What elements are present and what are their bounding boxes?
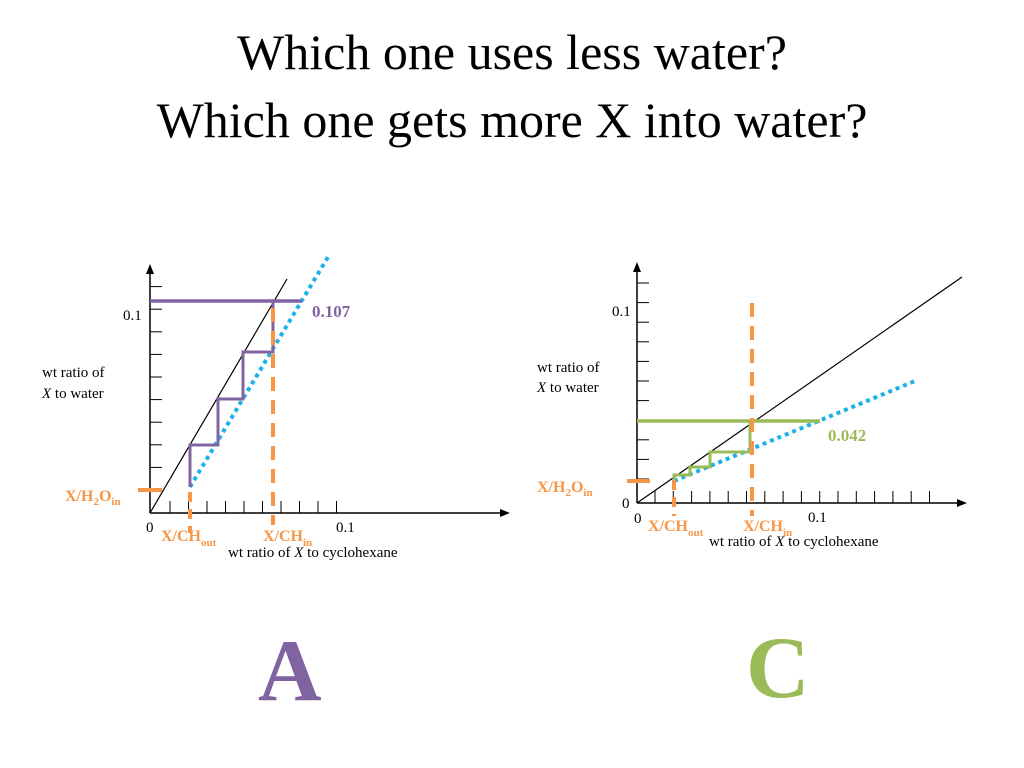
panel-c-y-tick-label: 0.1 [612,304,631,320]
panel-a-letter: A [258,623,322,720]
panel-a: 0.1 wt ratio of X to water 0 0.1 wt rati… [41,255,510,561]
panel-a-x-axis-arrow [500,509,510,517]
panel-c-y-axis-label-line2: X to water [536,380,599,396]
panel-c-h2o-in-label: X/H2Oin [537,479,593,499]
panel-a-y-axis-label-line2: X to water [41,386,104,402]
panel-c-x-origin-label: 0 [634,511,642,527]
panel-a-ch-out-label: X/CHout [161,528,217,549]
panel-a-x-tick-label: 0.1 [336,520,355,536]
slide-title-line1: Which one uses less water? [237,24,787,80]
panel-a-ch-in-label: X/CHin [263,528,312,549]
panel-a-y-axis-arrow [146,264,154,274]
panel-a-x-ticks [169,501,337,513]
panel-a-h2o-in-label: X/H2Oin [65,488,121,508]
panel-a-stage-steps [188,302,275,487]
panel-c-x-axis-label: wt ratio of X to cyclohexane [709,534,879,550]
slide-title-line2: Which one gets more X into water? [156,92,868,148]
panel-a-y-axis-label-line1: wt ratio of [42,365,104,381]
panel-c-y-origin-label: 0 [622,496,630,512]
panel-c-equilibrium-line [636,276,963,504]
panel-c: 0.1 wt ratio of X to water 0 0 0.1 wt ra… [536,262,967,550]
panel-a-y-ticks [150,286,162,491]
panel-a-x-origin-label: 0 [146,520,154,536]
panel-c-y-axis-arrow [633,262,641,272]
panel-a-equilibrium-line [149,278,288,514]
panel-c-y-axis-label-line1: wt ratio of [537,360,599,376]
panel-a-outlet-value-label: 0.107 [312,302,351,321]
panel-c-x-tick-label: 0.1 [808,510,827,526]
panel-c-outlet-value-label: 0.042 [828,426,866,445]
panel-c-x-axis-arrow [957,499,967,507]
panel-c-ch-out-label: X/CHout [648,518,704,539]
panel-a-operating-line [188,255,330,489]
panel-c-y-ticks [637,282,649,480]
panel-c-stage-steps [672,422,752,481]
panel-c-operating-line [673,379,916,483]
panel-c-x-ticks [654,491,930,503]
panel-c-ch-in-label: X/CHin [743,518,792,539]
panel-a-x-axis-label: wt ratio of X to cyclohexane [228,545,398,561]
panel-a-y-tick-label: 0.1 [123,308,142,324]
panel-c-letter: C [746,620,810,717]
